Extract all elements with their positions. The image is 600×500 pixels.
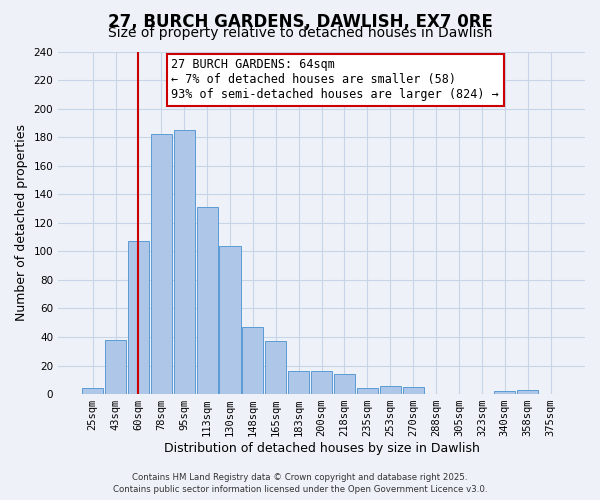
Bar	[220, 246, 241, 394]
Bar	[151, 134, 172, 394]
Bar	[265, 342, 286, 394]
Text: Contains HM Land Registry data © Crown copyright and database right 2025.
Contai: Contains HM Land Registry data © Crown c…	[113, 472, 487, 494]
Bar	[105, 340, 126, 394]
Bar	[494, 391, 515, 394]
Text: 27 BURCH GARDENS: 64sqm
← 7% of detached houses are smaller (58)
93% of semi-det: 27 BURCH GARDENS: 64sqm ← 7% of detached…	[172, 58, 499, 102]
Bar	[311, 371, 332, 394]
Bar	[357, 388, 378, 394]
Bar	[242, 327, 263, 394]
Bar	[517, 390, 538, 394]
Bar	[197, 207, 218, 394]
Bar	[173, 130, 195, 394]
Text: Size of property relative to detached houses in Dawlish: Size of property relative to detached ho…	[108, 26, 492, 40]
Bar	[128, 242, 149, 394]
Bar	[288, 371, 309, 394]
Bar	[380, 386, 401, 394]
Bar	[403, 387, 424, 394]
Text: 27, BURCH GARDENS, DAWLISH, EX7 0RE: 27, BURCH GARDENS, DAWLISH, EX7 0RE	[107, 12, 493, 30]
Bar	[82, 388, 103, 394]
X-axis label: Distribution of detached houses by size in Dawlish: Distribution of detached houses by size …	[164, 442, 479, 455]
Y-axis label: Number of detached properties: Number of detached properties	[15, 124, 28, 322]
Bar	[334, 374, 355, 394]
